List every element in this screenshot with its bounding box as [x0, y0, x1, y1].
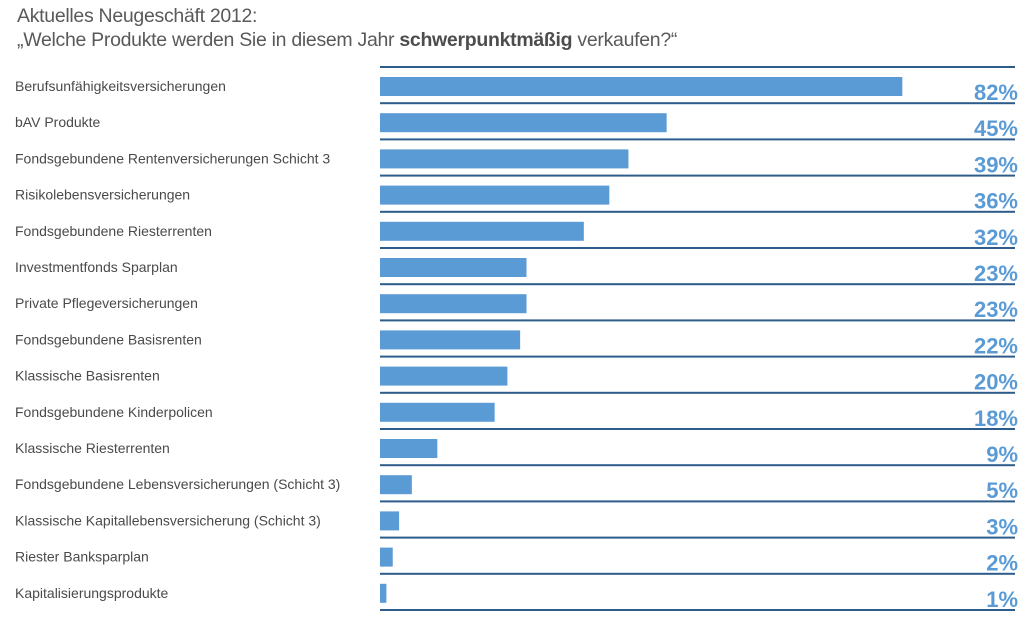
row-separator	[380, 210, 1015, 213]
bar-row: Klassische Basisrenten 20%	[15, 355, 1018, 395]
bar-row: Fondsgebundene Riesterrenten 32%	[15, 210, 1018, 250]
row-separator	[380, 102, 1015, 105]
category-label: Risikolebensversicherungen	[15, 187, 190, 203]
bar	[380, 475, 412, 495]
bar	[380, 221, 584, 241]
row-separator	[380, 464, 1015, 467]
title-line-2: „Welche Produkte werden Sie in diesem Ja…	[17, 28, 677, 52]
value-label: 20%	[974, 370, 1018, 395]
bar-row: Fondsgebundene Rentenversicherungen Schi…	[15, 138, 1018, 177]
bar-row: Klassische Riesterrenten 9%	[15, 428, 1018, 467]
bar-row: Private Pflegeversicherungen 23%	[15, 283, 1018, 322]
bar-row: Investmentfonds Sparplan 23%	[15, 247, 1018, 286]
value-label: 22%	[974, 333, 1018, 358]
value-label: 3%	[986, 514, 1018, 539]
bar	[380, 583, 387, 603]
category-label: bAV Produkte	[15, 114, 101, 130]
category-label: Klassische Riesterrenten	[15, 440, 170, 456]
category-label: Klassische Basisrenten	[15, 368, 160, 384]
category-label: Private Pflegeversicherungen	[15, 295, 198, 311]
category-label: Kapitalisierungsprodukte	[15, 585, 169, 601]
bar	[380, 511, 400, 531]
bar	[380, 294, 527, 314]
row-separator	[380, 536, 1015, 539]
bar	[380, 185, 610, 205]
value-label: 9%	[986, 442, 1018, 467]
category-label: Riester Banksparplan	[15, 549, 149, 565]
category-label: Klassische Kapitallebensversicherung (Sc…	[15, 512, 321, 528]
title-line-1: Aktuelles Neugeschäft 2012:	[17, 5, 258, 27]
title-question-emphasis: schwerpunktmäßig	[399, 29, 573, 51]
bar-row: Berufsunfähigkeitsversicherungen 82%	[15, 66, 1018, 105]
value-label: 82%	[974, 80, 1018, 105]
row-separator	[380, 66, 1015, 68]
bar	[380, 149, 629, 169]
value-label: 2%	[986, 551, 1018, 576]
row-separator	[380, 428, 1015, 430]
bar	[380, 330, 521, 350]
bar-row: Fondsgebundene Basisrenten 22%	[15, 319, 1018, 358]
title-question-start: „Welche Produkte werden Sie in diesem Ja…	[17, 29, 400, 51]
row-separator	[380, 174, 1015, 177]
value-label: 23%	[974, 261, 1018, 286]
row-separator	[380, 319, 1015, 322]
bar	[380, 547, 393, 567]
bar-row: Klassische Kapitallebensversicherung (Sc…	[15, 500, 1018, 539]
value-label: 36%	[974, 189, 1018, 214]
category-label: Investmentfonds Sparplan	[15, 259, 178, 275]
row-separator	[380, 138, 1015, 141]
chart-title: Aktuelles Neugeschäft 2012: „Welche Prod…	[17, 4, 677, 52]
row-separator	[380, 572, 1015, 575]
category-label: Fondsgebundene Kinderpolicen	[15, 404, 213, 420]
row-separator	[380, 500, 1015, 503]
bar	[380, 258, 527, 277]
bar	[380, 366, 508, 386]
row-separator	[380, 283, 1015, 286]
bar-row: Risikolebensversicherungen 36%	[15, 174, 1018, 214]
bar	[380, 77, 903, 96]
value-label: 23%	[974, 297, 1018, 322]
value-label: 39%	[974, 152, 1018, 177]
row-separator	[380, 247, 1015, 249]
category-label: Fondsgebundene Lebensversicherungen (Sch…	[15, 476, 340, 492]
bar-row: Fondsgebundene Kinderpolicen 18%	[15, 391, 1018, 431]
value-label: 5%	[986, 478, 1018, 503]
category-label: Berufsunfähigkeitsversicherungen	[15, 78, 226, 94]
bar-row: bAV Produkte 45%	[15, 102, 1018, 141]
category-label: Fondsgebundene Riesterrenten	[15, 223, 212, 239]
row-separator	[380, 355, 1015, 358]
title-question-end: verkaufen?“	[572, 29, 678, 51]
bottom-separator	[380, 609, 1015, 611]
value-label: 32%	[974, 225, 1018, 250]
bar	[380, 439, 438, 458]
bar-row: Fondsgebundene Lebensversicherungen (Sch…	[15, 464, 1018, 503]
row-separator	[380, 391, 1015, 394]
bar-row: Kapitalisierungsprodukte 1%	[15, 572, 1018, 612]
category-label: Fondsgebundene Basisrenten	[15, 331, 202, 347]
value-label: 45%	[974, 116, 1018, 141]
bar	[380, 402, 495, 422]
bar	[380, 113, 667, 133]
value-label: 1%	[986, 587, 1018, 612]
category-label: Fondsgebundene Rentenversicherungen Schi…	[15, 150, 330, 166]
value-label: 18%	[974, 406, 1018, 431]
bar-row: Riester Banksparplan 2%	[15, 536, 1018, 576]
